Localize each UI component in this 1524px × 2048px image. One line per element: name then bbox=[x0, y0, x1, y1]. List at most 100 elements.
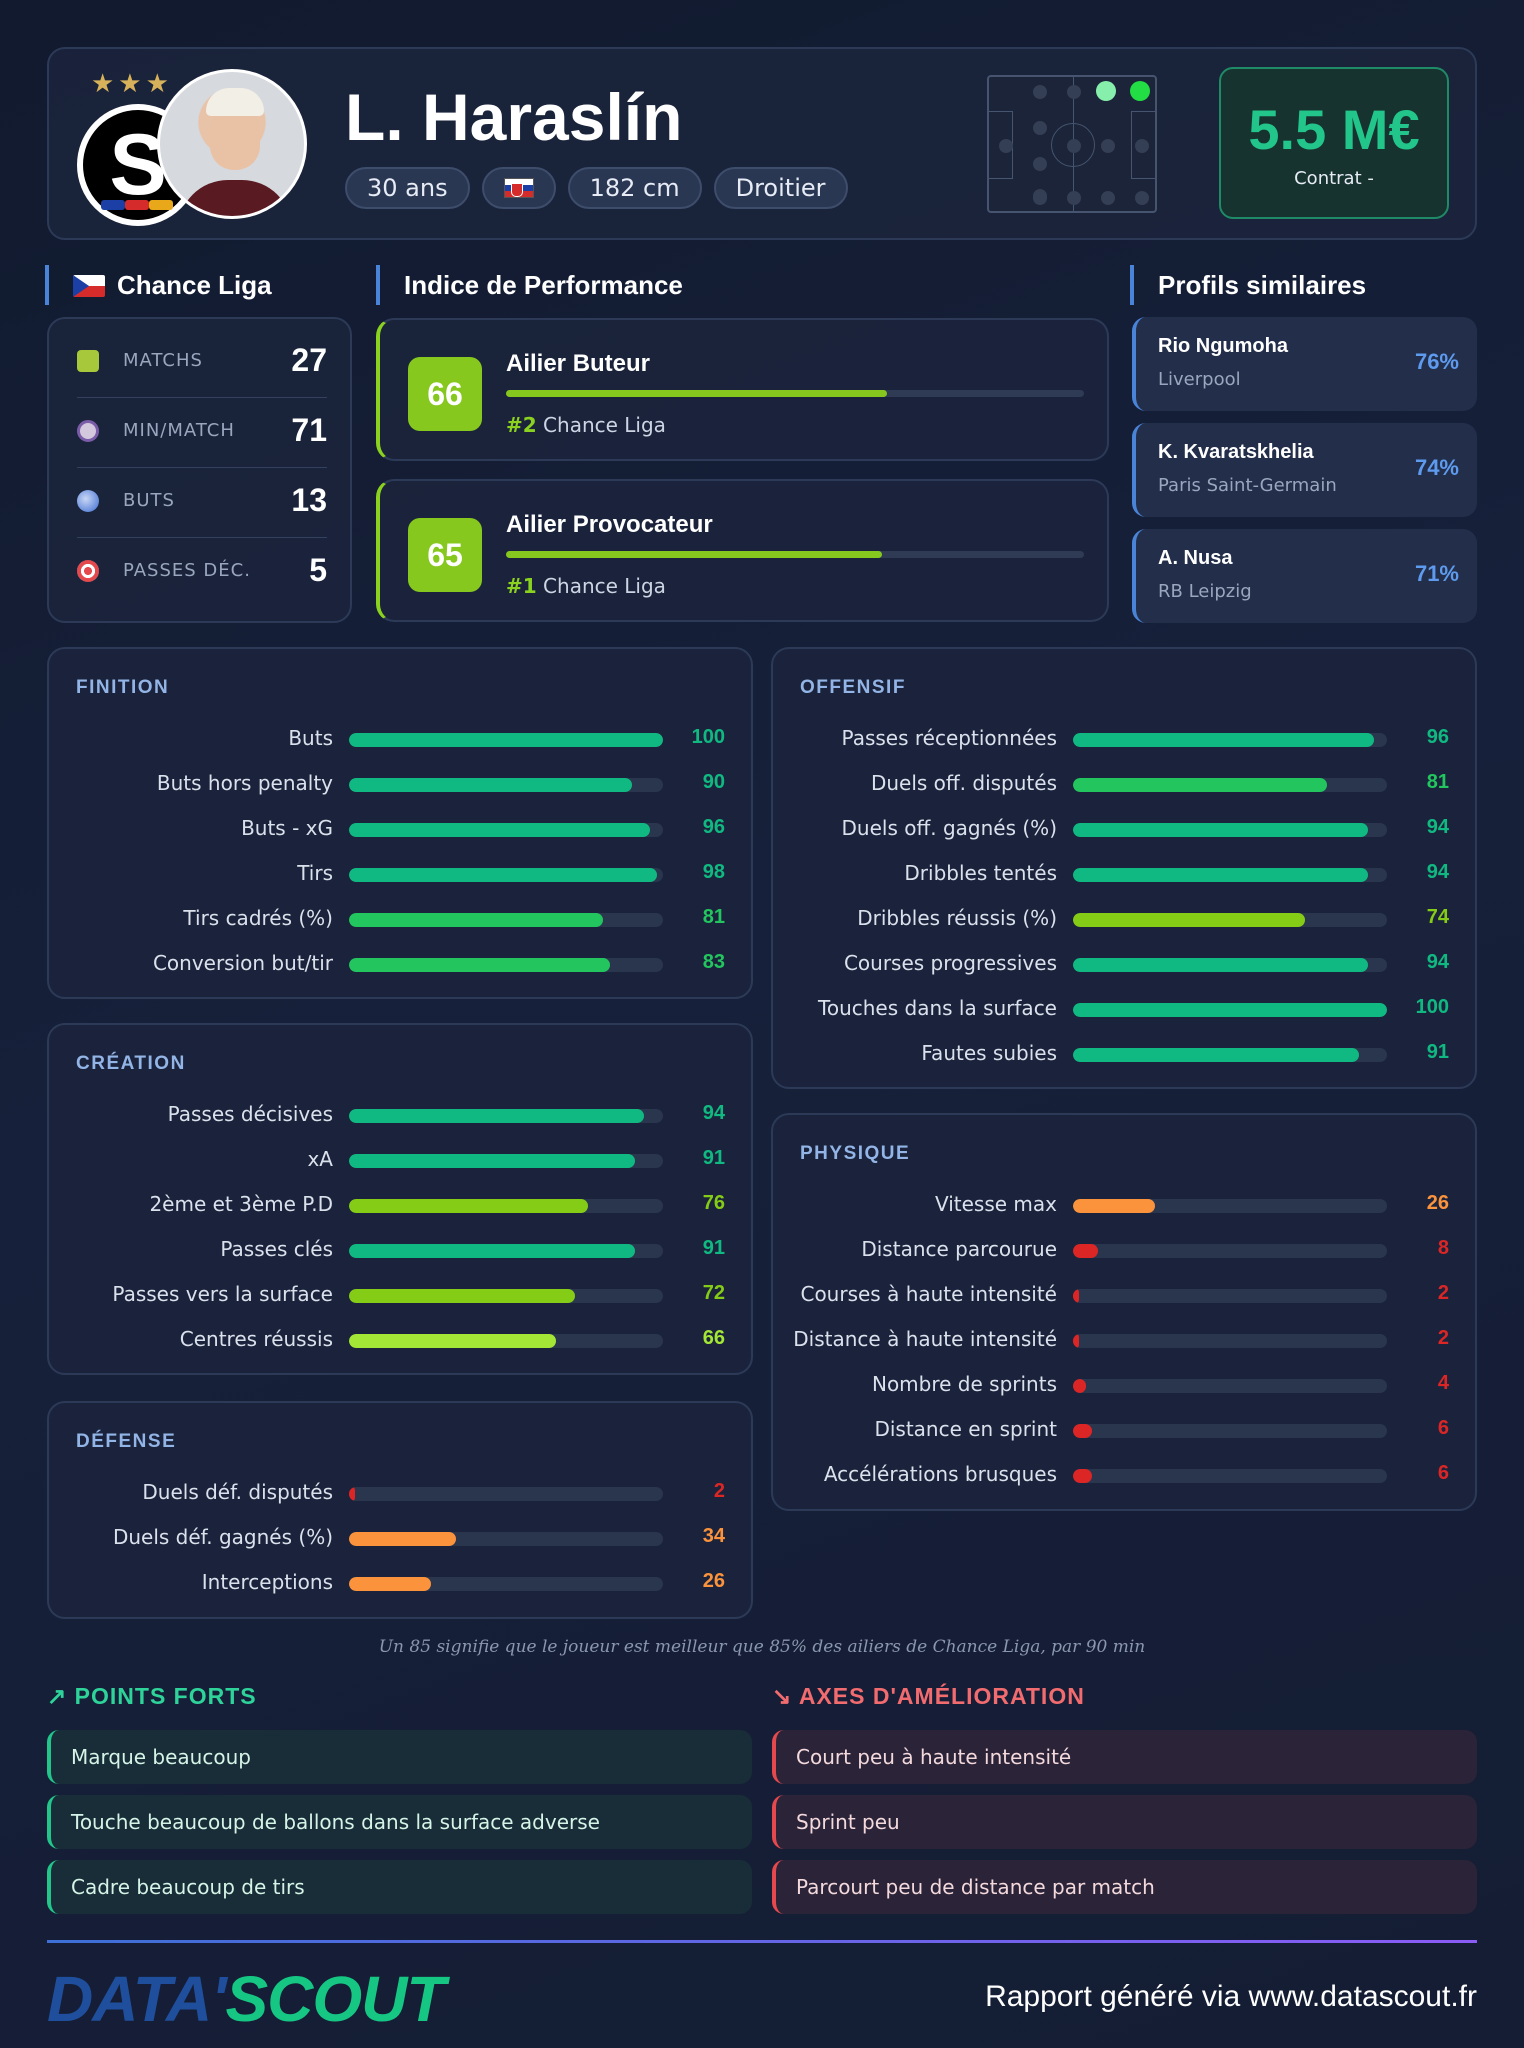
stat-label: Dribbles réussis (%) bbox=[857, 906, 1057, 930]
stat-label: Duels off. disputés bbox=[870, 771, 1057, 795]
stat-label: Duels déf. gagnés (%) bbox=[112, 1525, 333, 1549]
stat-value: 34 bbox=[702, 1525, 725, 1547]
finition-panel: FINITION Buts 100 Buts hors penalty 90 Buts … bbox=[47, 647, 753, 999]
contract-value: 5.5 M€ bbox=[1248, 98, 1420, 161]
stat-value: 91 bbox=[702, 1237, 725, 1259]
stat-value: 94 bbox=[1426, 861, 1449, 883]
stat-row: Accélérations brusques 6 bbox=[773, 1462, 1475, 1507]
stat-label: Conversion but/tir bbox=[152, 951, 333, 975]
brand-logo[interactable]: DATA'SCOUT bbox=[47, 1963, 445, 2035]
stat-bar-track bbox=[349, 1334, 663, 1348]
stat-bar-fill bbox=[1073, 868, 1369, 882]
similar-profile-card[interactable]: A. Nusa RB Leipzig 71% bbox=[1132, 529, 1477, 623]
stat-label: Dribbles tentés bbox=[904, 861, 1057, 885]
stat-row: Passes réceptionnées 96 bbox=[773, 726, 1475, 771]
stat-bar-track bbox=[349, 1154, 663, 1168]
performance-rank: #2 Chance Liga bbox=[506, 413, 666, 437]
player-avatar bbox=[157, 69, 307, 219]
stat-label: 2ème et 3ème P.D bbox=[149, 1192, 333, 1216]
stat-label: Vitesse max bbox=[934, 1192, 1057, 1216]
stat-label: Duels off. gagnés (%) bbox=[841, 816, 1057, 840]
stat-row: Duels off. disputés 81 bbox=[773, 771, 1475, 816]
stat-value: 2 bbox=[1437, 1327, 1449, 1349]
stars-icon: ★★★ bbox=[91, 69, 173, 99]
stat-label: Distance parcourue bbox=[861, 1237, 1057, 1261]
physique-panel: PHYSIQUE Vitesse max 26 Distance parcourue… bbox=[771, 1113, 1477, 1511]
footer-divider bbox=[47, 1940, 1477, 1943]
stopwatch-icon bbox=[77, 420, 99, 442]
stat-label: Tirs bbox=[297, 861, 333, 885]
league-title: Chance Liga bbox=[45, 265, 272, 305]
player-info-chips: 30 ans 182 cm Droitier bbox=[345, 167, 848, 209]
stat-row: Duels déf. gagnés (%) 34 bbox=[49, 1525, 751, 1570]
stat-bar-fill bbox=[1073, 1289, 1080, 1303]
stat-bar-track bbox=[349, 1199, 663, 1213]
percentile-note: Un 85 signifie que le joueur est meilleu… bbox=[378, 1637, 1146, 1657]
stat-bar-fill bbox=[349, 913, 604, 927]
stat-bar-track bbox=[349, 1109, 663, 1123]
stat-bar-fill bbox=[349, 778, 632, 792]
stat-value: 83 bbox=[702, 951, 725, 973]
stat-bar-track bbox=[349, 868, 663, 882]
stat-bar-fill bbox=[1073, 1003, 1387, 1017]
stat-bar-fill bbox=[1073, 733, 1375, 747]
performance-score: 66 bbox=[408, 357, 482, 431]
stat-value: 72 bbox=[702, 1282, 725, 1304]
stat-value: 98 bbox=[702, 861, 725, 883]
stat-row: Distance à haute intensité 2 bbox=[773, 1327, 1475, 1372]
performance-bar bbox=[506, 390, 1084, 397]
stat-row: Touches dans la surface 100 bbox=[773, 996, 1475, 1041]
stat-bar-track bbox=[1073, 1048, 1387, 1062]
stat-row: Duels déf. disputés 2 bbox=[49, 1480, 751, 1525]
stat-bar-track bbox=[349, 1532, 663, 1546]
stat-label: Courses progressives bbox=[843, 951, 1057, 975]
stat-bar-fill bbox=[349, 958, 610, 972]
similar-profile-card[interactable]: K. Kvaratskhelia Paris Saint-Germain 74% bbox=[1132, 423, 1477, 517]
stat-row: xA 91 bbox=[49, 1147, 751, 1192]
stat-label: Distance à haute intensité bbox=[793, 1327, 1057, 1351]
stat-bar-fill bbox=[349, 1109, 645, 1123]
stat-label: Buts - xG bbox=[241, 816, 333, 840]
stat-row: Courses progressives 94 bbox=[773, 951, 1475, 996]
stat-row: Passes vers la surface 72 bbox=[49, 1282, 751, 1327]
stat-row: Buts - xG 96 bbox=[49, 816, 751, 861]
performance-score: 65 bbox=[408, 518, 482, 592]
stat-label: Passes décisives bbox=[167, 1102, 333, 1126]
stat-label: Passes vers la surface bbox=[112, 1282, 333, 1306]
stat-bar-fill bbox=[1073, 1334, 1080, 1348]
stat-label: Buts bbox=[288, 726, 333, 750]
stat-label: Fautes subies bbox=[921, 1041, 1057, 1065]
stat-label: Buts hors penalty bbox=[156, 771, 333, 795]
stat-bar-track bbox=[1073, 868, 1387, 882]
stat-value: 91 bbox=[702, 1147, 725, 1169]
stat-row: Dribbles tentés 94 bbox=[773, 861, 1475, 906]
nationality-chip bbox=[481, 167, 556, 209]
offensif-panel: OFFENSIF Passes réceptionnées 96 Duels off… bbox=[771, 647, 1477, 1089]
creation-panel: CRÉATION Passes décisives 94 xA 91 2ème et 3… bbox=[47, 1023, 753, 1375]
stat-bar-fill bbox=[349, 1532, 456, 1546]
stat-bar-track bbox=[349, 1577, 663, 1591]
stat-row-min-match: MIN/MATCH 71 bbox=[77, 398, 327, 468]
stat-bar-track bbox=[349, 733, 663, 747]
stat-row: Duels off. gagnés (%) 94 bbox=[773, 816, 1475, 861]
stat-bar-fill bbox=[349, 1289, 576, 1303]
contract-box: 5.5 M€ Contrat - bbox=[1219, 67, 1449, 219]
stat-bar-track bbox=[1073, 1379, 1387, 1393]
footer-link-text[interactable]: Rapport généré via www.datascout.fr bbox=[985, 1980, 1477, 2013]
stat-bar-track bbox=[349, 1289, 663, 1303]
player-name: L. Haraslín bbox=[345, 80, 683, 154]
weaknesses-title: ↘ AXES D'AMÉLIORATION bbox=[772, 1683, 1085, 1709]
performance-rank: #1 Chance Liga bbox=[506, 574, 666, 598]
similar-profile-card[interactable]: Rio Ngumoha Liverpool 76% bbox=[1132, 317, 1477, 411]
performance-title: Indice de Performance bbox=[376, 265, 683, 305]
height-chip: 182 cm bbox=[567, 167, 702, 209]
stat-bar-track bbox=[349, 823, 663, 837]
stat-bar-fill bbox=[349, 1244, 635, 1258]
stat-value: 26 bbox=[1426, 1192, 1449, 1214]
ball-icon bbox=[77, 490, 99, 512]
similar-profiles-title: Profils similaires bbox=[1130, 265, 1366, 305]
position-dot-primary bbox=[1130, 81, 1150, 101]
stat-bar-fill bbox=[1073, 1199, 1155, 1213]
position-pitch-diagram bbox=[987, 75, 1157, 213]
stat-row: Dribbles réussis (%) 74 bbox=[773, 906, 1475, 951]
